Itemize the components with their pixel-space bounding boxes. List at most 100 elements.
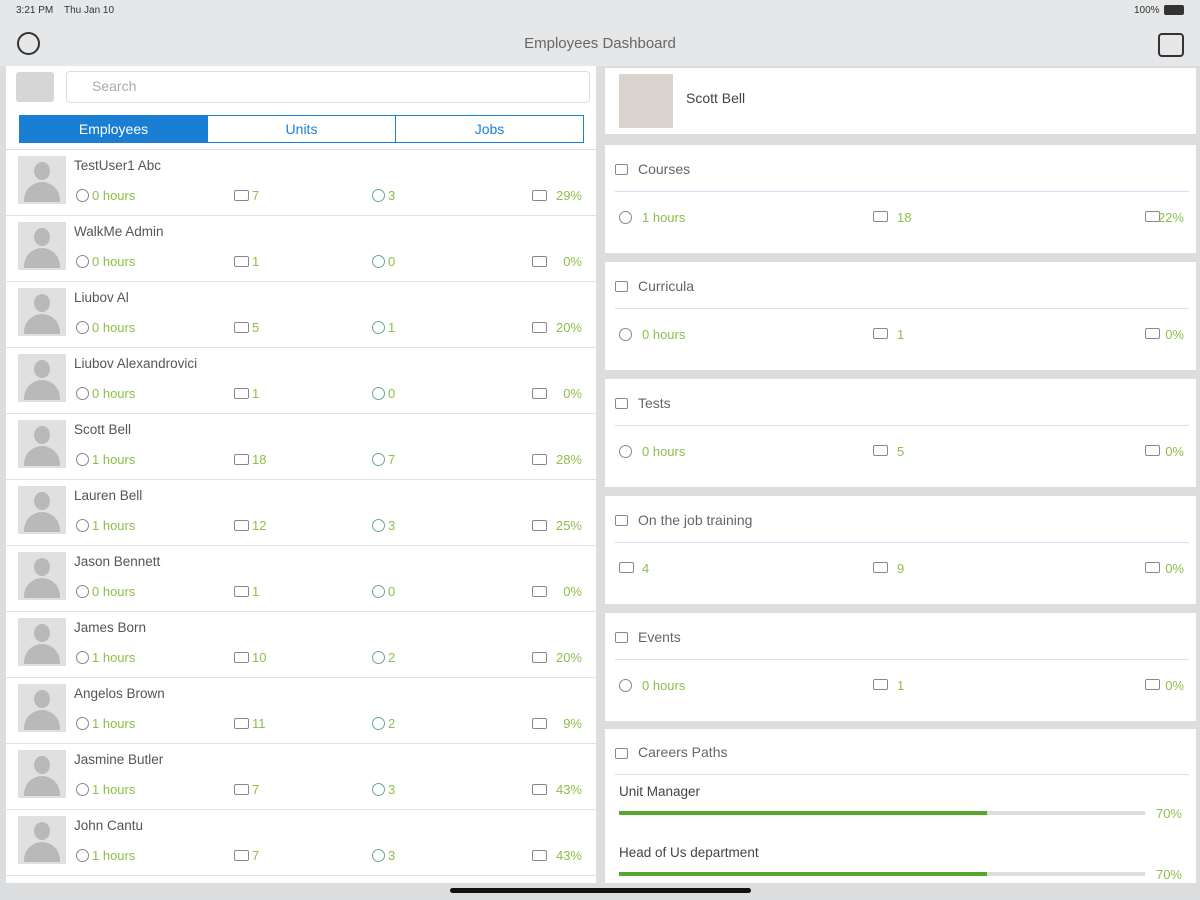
employee-hours: 0 hours [92, 188, 136, 203]
status-bar [0, 0, 1200, 66]
employee-courses: 7 [252, 848, 260, 863]
employee-row[interactable]: Liubov Al 0 hours 5 1 20% [6, 282, 596, 348]
employee-row[interactable]: Scott Bell 1 hours 18 7 28% [6, 414, 596, 480]
employee-hours: 1 hours [92, 518, 136, 533]
employee-progress: 20% [555, 320, 582, 335]
employee-hours: 0 hours [92, 584, 136, 599]
section-title: Curricula [638, 278, 695, 294]
section-divider [615, 308, 1189, 309]
employee-name: Lauren Bell [74, 488, 143, 503]
section-title: On the job training [638, 512, 753, 528]
courses-icon [234, 850, 249, 861]
section-stat: 0% [1165, 327, 1184, 342]
completed-icon [372, 453, 385, 466]
progress-icon [532, 784, 547, 795]
section-card: Events 0 hours 1 0% [605, 613, 1196, 721]
print-button[interactable] [1158, 33, 1184, 57]
employee-courses: 11 [252, 716, 266, 731]
courses-icon [234, 652, 249, 663]
employee-panel: Search Employees Units Jobs TestUser1 Abc 0 h… [6, 66, 596, 883]
avatar-body [24, 644, 60, 664]
header-title: Employees Dashboard [524, 35, 676, 52]
employee-courses: 10 [252, 650, 267, 665]
section-icon [615, 748, 628, 759]
courses-icon [234, 256, 249, 267]
employee-name: John Cantu [74, 818, 144, 833]
section-divider [615, 774, 1189, 775]
employee-completed: 3 [388, 518, 396, 533]
employee-row[interactable]: Jasmine Butler 1 hours 7 3 43% [6, 744, 596, 810]
employee-completed: 0 [388, 584, 396, 599]
stat-icon [873, 562, 888, 573]
section-stat: 1 [897, 327, 905, 342]
section-icon [615, 515, 628, 526]
section-icon [615, 398, 628, 409]
avatar-body [24, 380, 60, 400]
employee-row[interactable]: John Cantu 1 hours 7 3 43% [6, 810, 596, 876]
avatar-head [34, 558, 50, 576]
completed-icon [372, 189, 385, 202]
employee-row[interactable]: Liubov Alexandrovici 0 hours 1 0 0% [6, 348, 596, 414]
section-stat: 22% [1157, 210, 1184, 225]
clock-icon [76, 321, 89, 334]
employee-name: TestUser1 Abc [74, 158, 162, 173]
employee-progress: 28% [555, 452, 582, 467]
stat-icon [1145, 679, 1160, 690]
employee-row[interactable]: Lauren Bell 1 hours 12 3 25% [6, 480, 596, 546]
employee-courses: 1 [252, 254, 260, 269]
sort-button[interactable] [16, 72, 54, 102]
employee-completed: 0 [388, 386, 396, 401]
courses-icon [234, 718, 249, 729]
employee-name: James Born [74, 620, 147, 635]
employee-courses: 5 [252, 320, 260, 335]
employee-progress: 0% [563, 254, 582, 269]
section-stat: 1 [897, 678, 905, 693]
employee-name: Liubov Al [74, 290, 129, 305]
section-icon [615, 281, 628, 292]
employee-courses: 18 [252, 452, 267, 467]
progress-icon [532, 322, 547, 333]
section-title: Events [638, 629, 681, 645]
employee-name: Angelos Brown [74, 686, 165, 701]
search-field[interactable] [66, 71, 590, 103]
employee-row[interactable]: Jason Bennett 0 hours 1 0 0% [6, 546, 596, 612]
avatar-head [34, 756, 50, 774]
progress-icon [532, 718, 547, 729]
avatar-head [34, 822, 50, 840]
progress-icon [532, 190, 547, 201]
tab[interactable]: Employees [19, 115, 208, 143]
search-placeholder: Search [92, 78, 137, 94]
avatar-body [24, 182, 60, 202]
employee-progress: 0% [563, 386, 582, 401]
employee-courses: 12 [252, 518, 267, 533]
back-button[interactable] [17, 32, 40, 55]
section-card: Curricula 0 hours 1 0% [605, 262, 1196, 370]
employee-row[interactable]: TestUser1 Abc 0 hours 7 3 29% [6, 150, 596, 216]
employee-hours: 0 hours [92, 320, 136, 335]
stat-icon [873, 211, 888, 222]
employee-name: Jason Bennett [74, 554, 161, 569]
section-card: Tests 0 hours 5 0% [605, 379, 1196, 487]
status-time: 3:21 PM [16, 5, 54, 16]
employee-progress: 20% [555, 650, 582, 665]
tab[interactable]: Units [207, 115, 396, 143]
section-stat: 1 hours [642, 210, 686, 225]
employee-row[interactable]: WalkMe Admin 0 hours 1 0 0% [6, 216, 596, 282]
tab[interactable]: Jobs [395, 115, 584, 143]
completed-icon [372, 651, 385, 664]
avatar-head [34, 294, 50, 312]
employee-progress: 9% [563, 716, 582, 731]
employee-row[interactable]: James Born 1 hours 10 2 20% [6, 612, 596, 678]
courses-icon [234, 322, 249, 333]
employee-completed: 1 [388, 320, 396, 335]
employee-row[interactable]: Angelos Brown 1 hours 11 2 9% [6, 678, 596, 744]
stat-icon [1145, 211, 1160, 222]
avatar-head [34, 228, 50, 246]
employee-courses: 7 [252, 782, 260, 797]
employee-name: Jasmine Butler [74, 752, 164, 767]
avatar-body [24, 512, 60, 532]
stat-icon [619, 679, 632, 692]
stat-icon [873, 445, 888, 456]
clock-icon [76, 585, 89, 598]
stat-icon [873, 679, 888, 690]
